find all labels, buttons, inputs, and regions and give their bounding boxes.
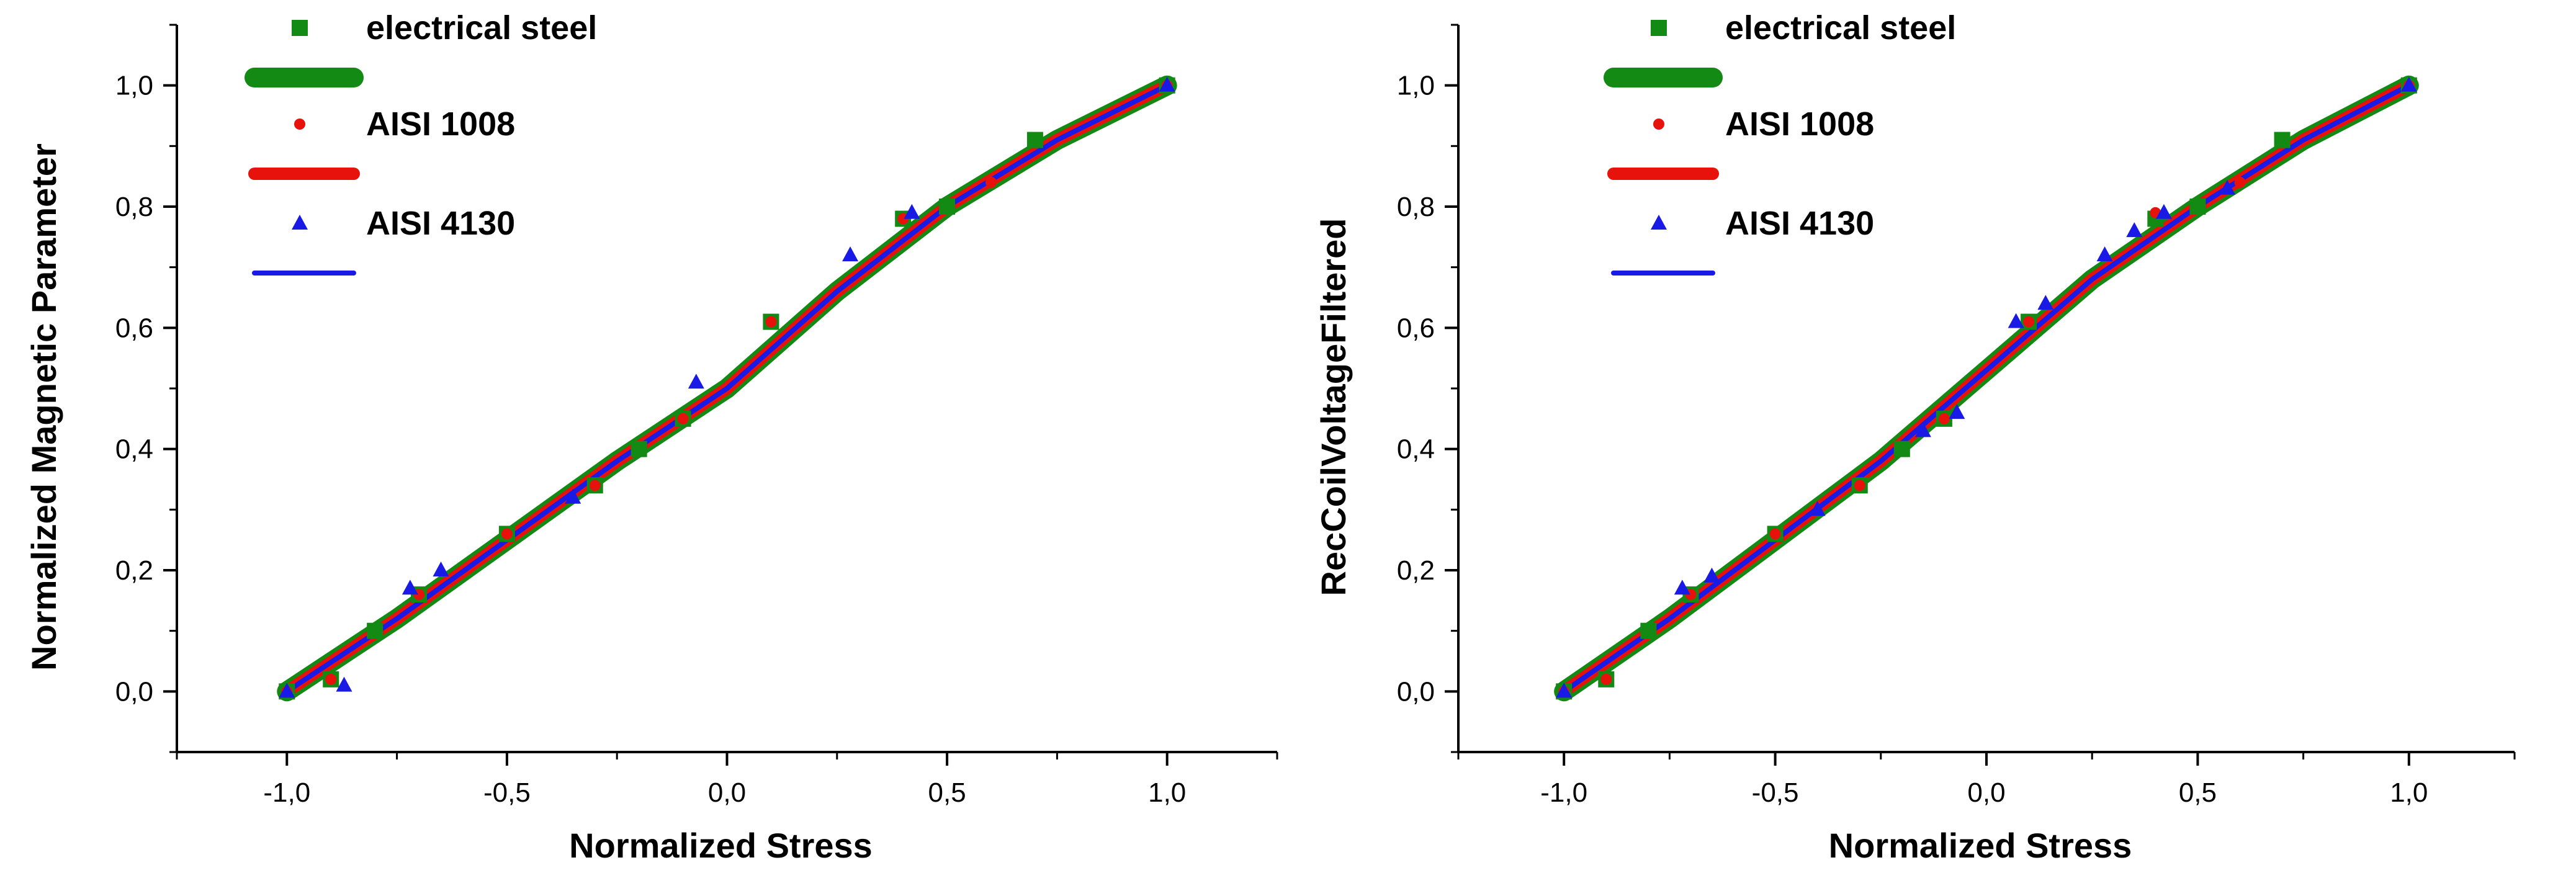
legend-label-aisi-1008: AISI 1008 (1725, 105, 1874, 143)
legend-marker-aisi-1008 (1653, 119, 1664, 130)
data-point-aisi-1008 (677, 413, 689, 424)
x-tick-label: 0,5 (2179, 777, 2217, 808)
data-point-aisi-4130 (2400, 76, 2417, 92)
y-tick-label: 0,6 (115, 313, 153, 343)
y-axis-title: Normalized Magnetic Parameter (24, 143, 63, 671)
data-point-aisi-4130 (565, 488, 581, 504)
data-point-aisi-4130 (1914, 422, 1931, 437)
data-point-aisi-4130 (1159, 76, 1175, 92)
y-tick-label: 0,0 (1397, 676, 1435, 707)
data-point-aisi-1008 (985, 176, 997, 188)
data-point-aisi-4130 (1556, 683, 1573, 698)
data-point-aisi-1008 (1938, 413, 1950, 424)
data-point-aisi-1008 (325, 673, 337, 685)
data-point-electrical-steel (631, 441, 647, 457)
legend-marker-aisi-4130 (292, 215, 308, 230)
data-point-aisi-1008 (1854, 480, 1865, 491)
data-point-aisi-4130 (336, 676, 352, 692)
x-tick-label: -1,0 (263, 777, 310, 808)
x-tick-label: 0,5 (928, 777, 966, 808)
legend-label-aisi-4130: AISI 4130 (366, 205, 515, 242)
legend-label-aisi-4130: AISI 4130 (1725, 205, 1874, 242)
data-point-aisi-4130 (2126, 222, 2143, 238)
data-point-aisi-1008 (1600, 673, 1612, 685)
data-point-electrical-steel (2274, 132, 2291, 148)
series-line-aisi-4130-fit (1561, 83, 2412, 694)
series-line-aisi-4130-fit (284, 83, 1170, 694)
data-point-electrical-steel (367, 622, 384, 639)
x-axis-title: Normalized Stress (1829, 826, 2132, 865)
data-point-aisi-4130 (688, 374, 704, 389)
data-point-aisi-4130 (279, 683, 295, 698)
data-point-aisi-1008 (1769, 528, 1781, 540)
data-point-aisi-4130 (1674, 580, 1690, 595)
data-point-aisi-4130 (1703, 567, 1720, 583)
y-tick-label: 0,4 (115, 434, 153, 465)
y-axis-title: RecCoilVoltageFiltered (1314, 218, 1353, 596)
data-point-aisi-1008 (2023, 316, 2035, 328)
legend-marker-electrical-steel (292, 20, 308, 36)
x-axis-title: Normalized Stress (569, 826, 873, 865)
legend-marker-aisi-1008 (294, 119, 305, 130)
y-tick-label: 0,8 (1397, 192, 1435, 222)
legend-label-electrical-steel: electrical steel (366, 9, 597, 47)
x-tick-label: 0,0 (708, 777, 746, 808)
y-tick-label: 0,4 (1397, 434, 1435, 465)
data-point-electrical-steel (939, 199, 956, 215)
data-point-aisi-4130 (2008, 313, 2024, 328)
legend-marker-aisi-4130 (1651, 215, 1667, 230)
data-point-aisi-1008 (765, 316, 777, 328)
data-point-aisi-4130 (904, 204, 920, 219)
data-point-aisi-1008 (501, 528, 513, 540)
y-tick-label: 0,2 (1397, 555, 1435, 586)
y-tick-label: 0,6 (1397, 313, 1435, 343)
legend-label-electrical-steel: electrical steel (1725, 9, 1956, 47)
data-point-aisi-4130 (2096, 246, 2113, 262)
y-tick-label: 1,0 (1397, 71, 1435, 101)
legend-label-aisi-1008: AISI 1008 (366, 105, 515, 143)
data-point-electrical-steel (1893, 441, 1910, 457)
x-tick-label: 1,0 (2390, 777, 2428, 808)
data-point-electrical-steel (1640, 622, 1657, 639)
right-chart: -1,0 -0,5 0,0 0,5 1,0 0,0 0,2 0,4 0,6 0,8 1,0 Norma… (1314, 9, 2516, 865)
y-tick-label: 0,8 (115, 192, 153, 222)
left-chart: -1,0 -0,5 0,0 0,5 1,0 0,0 0,2 0,4 0,6 0,8 1,0 Norma… (24, 9, 1278, 865)
x-tick-label: 0,0 (1967, 777, 2005, 808)
x-tick-label: -1,0 (1540, 777, 1587, 808)
data-point-aisi-4130 (2219, 179, 2236, 195)
data-point-aisi-4130 (402, 580, 418, 595)
data-point-aisi-4130 (433, 562, 449, 576)
y-tick-label: 0,2 (115, 555, 153, 586)
x-tick-label: -0,5 (483, 777, 531, 808)
left-chart-panel: -1,0 -0,5 0,0 0,5 1,0 0,0 0,2 0,4 0,6 0,8 1,0 Norma… (24, 9, 1278, 865)
data-point-aisi-4130 (2155, 204, 2172, 219)
right-chart-panel: -1,0 -0,5 0,0 0,5 1,0 0,0 0,2 0,4 0,6 0,8 1,0 Norma… (1288, 0, 2576, 878)
legend-marker-electrical-steel (1651, 20, 1667, 36)
data-point-aisi-4130 (2037, 295, 2054, 310)
data-point-aisi-4130 (1809, 501, 1826, 516)
data-point-aisi-1008 (2234, 176, 2246, 188)
data-point-aisi-1008 (589, 480, 601, 491)
y-tick-label: 1,0 (115, 71, 153, 101)
data-point-electrical-steel (2189, 199, 2206, 215)
x-tick-label: 1,0 (1148, 777, 1186, 808)
y-tick-label: 0,0 (115, 676, 153, 707)
data-point-electrical-steel (1026, 132, 1043, 148)
data-point-aisi-4130 (1949, 404, 1965, 419)
x-tick-label: -0,5 (1752, 777, 1799, 808)
data-point-aisi-4130 (842, 246, 859, 262)
